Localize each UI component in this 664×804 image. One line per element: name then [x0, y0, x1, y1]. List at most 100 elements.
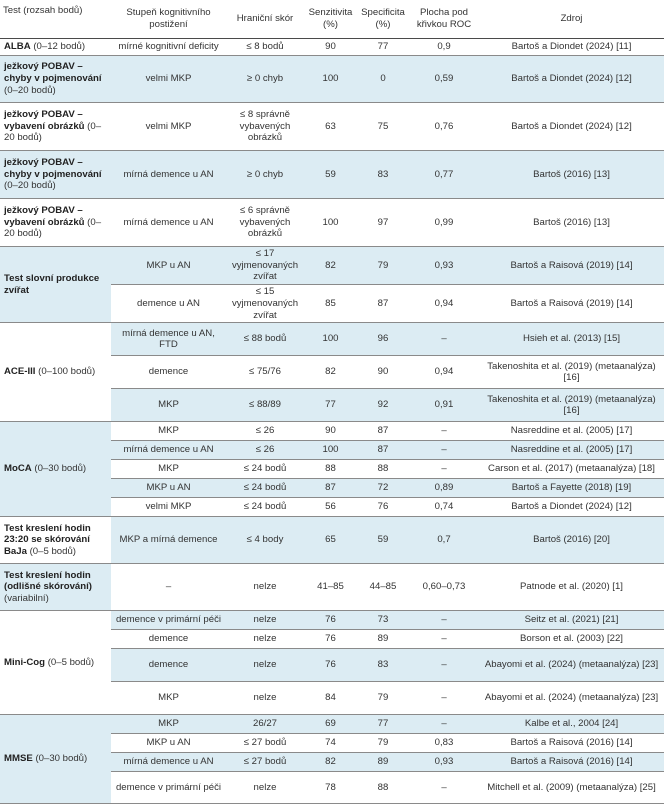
table-row: demence nelze 76 83 – Abayomi et al. (20… — [0, 648, 664, 683]
source-cell: Bartoš a Raisová (2019) [14] — [479, 284, 664, 324]
auc-cell: 0,60–0,73 — [409, 563, 479, 612]
degree-cell: demence u AN — [111, 284, 226, 324]
source-cell: Carson et al. (2017) (metaanalýza) [18] — [479, 459, 664, 480]
specificity-cell: 87 — [357, 440, 409, 461]
header-degree: Stupeň kognitivního postižení — [111, 0, 226, 39]
sensitivity-cell: 56 — [304, 497, 357, 518]
auc-cell: 0,93 — [409, 752, 479, 773]
sensitivity-cell: 74 — [304, 733, 357, 754]
degree-cell: MKP a mírná demence — [111, 516, 226, 565]
table-row: MMSE (0–30 bodů) MKP 26/27 69 77 – Kalbe… — [0, 714, 664, 804]
auc-cell: 0,7 — [409, 516, 479, 565]
header-test: Test (rozsah bodů) — [0, 0, 111, 39]
auc-cell: – — [409, 771, 479, 804]
specificity-cell: 0 — [357, 55, 409, 103]
cutoff-cell: ≥ 0 chyb — [226, 150, 304, 199]
auc-cell: 0,9 — [409, 38, 479, 56]
sensitivity-cell: 41–85 — [304, 563, 357, 612]
auc-cell: – — [409, 629, 479, 650]
source-cell: Bartoš (2016) [20] — [479, 516, 664, 565]
degree-cell: MKP u AN — [111, 246, 226, 286]
source-cell: Borson et al. (2003) [22] — [479, 629, 664, 650]
table-row: mírná demence u AN ≤ 26 100 87 – Nasredd… — [0, 440, 664, 461]
table-row: Test slovní produkce zvířat MKP u AN ≤ 1… — [0, 246, 664, 324]
source-cell: Kalbe et al., 2004 [24] — [479, 714, 664, 735]
specificity-cell: 72 — [357, 478, 409, 499]
degree-cell: mírná demence u AN — [111, 440, 226, 461]
table-row: ACE-III (0–100 bodů) mírná demence u AN,… — [0, 322, 664, 423]
source-cell: Nasreddine et al. (2005) [17] — [479, 421, 664, 442]
degree-cell: velmi MKP — [111, 102, 226, 151]
test-name-cell: MMSE (0–30 bodů) — [0, 714, 111, 804]
specificity-cell: 59 — [357, 516, 409, 565]
specificity-cell: 96 — [357, 322, 409, 357]
source-cell: Abayomi et al. (2024) (metaanalýza) [23] — [479, 648, 664, 683]
auc-cell: 0,89 — [409, 478, 479, 499]
sensitivity-cell: 84 — [304, 681, 357, 716]
auc-cell: – — [409, 648, 479, 683]
test-name-cell: ALBA (0–12 bodů) — [0, 38, 111, 56]
degree-cell: – — [111, 563, 226, 612]
degree-cell: MKP — [111, 681, 226, 716]
degree-cell: MKP — [111, 388, 226, 423]
specificity-cell: 75 — [357, 102, 409, 151]
cutoff-cell: ≤ 88/89 — [226, 388, 304, 423]
source-cell: Bartoš a Fayette (2018) [19] — [479, 478, 664, 499]
sensitivity-cell: 85 — [304, 284, 357, 324]
table-row: demence ≤ 75/76 82 90 0,94 Takenoshita e… — [0, 355, 664, 390]
auc-cell: – — [409, 459, 479, 480]
test-name-cell: Test slovní produkce zvířat — [0, 246, 111, 324]
sensitivity-cell: 100 — [304, 322, 357, 357]
degree-cell: MKP u AN — [111, 733, 226, 754]
degree-cell: mírné kognitivní deficity — [111, 38, 226, 56]
specificity-cell: 83 — [357, 150, 409, 199]
cutoff-cell: ≤ 26 — [226, 440, 304, 461]
table-row: demence nelze 76 89 – Borson et al. (200… — [0, 629, 664, 650]
specificity-cell: 77 — [357, 38, 409, 56]
sensitivity-cell: 78 — [304, 771, 357, 804]
degree-cell: velmi MKP — [111, 55, 226, 103]
cutoff-cell: ≤ 27 bodů — [226, 733, 304, 754]
test-name-cell: ježkový POBAV – vybavení obrázků (0–20 b… — [0, 102, 111, 151]
degree-cell: mírná demence u AN — [111, 150, 226, 199]
specificity-cell: 73 — [357, 610, 409, 631]
cutoff-cell: ≤ 15 vyjmenovaných zvířat — [226, 284, 304, 324]
table-row: ALBA (0–12 bodů) mírné kognitivní defici… — [0, 38, 664, 56]
sensitivity-cell: 76 — [304, 629, 357, 650]
table-row: MKP nelze 84 79 – Abayomi et al. (2024) … — [0, 681, 664, 716]
specificity-cell: 88 — [357, 771, 409, 804]
degree-cell: mírná demence u AN — [111, 752, 226, 773]
source-cell: Takenoshita et al. (2019) (metaanalýza) … — [479, 355, 664, 390]
degree-cell: velmi MKP — [111, 497, 226, 518]
auc-cell: 0,94 — [409, 355, 479, 390]
source-cell: Nasreddine et al. (2005) [17] — [479, 440, 664, 461]
test-name-cell: Test kreslení hodin 23:20 se skórování B… — [0, 516, 111, 565]
sensitivity-cell: 100 — [304, 55, 357, 103]
cutoff-cell: ≤ 24 bodů — [226, 497, 304, 518]
degree-cell: demence — [111, 355, 226, 390]
auc-cell: – — [409, 440, 479, 461]
cutoff-cell: ≤ 6 správně vybavených obrázků — [226, 198, 304, 247]
auc-cell: 0,77 — [409, 150, 479, 199]
table-row: Test kreslení hodin 23:20 se skórování B… — [0, 516, 664, 565]
test-name-cell: Test kreslení hodin (odlišné skórování) … — [0, 563, 111, 612]
header-cutoff: Hraniční skór — [226, 0, 304, 39]
specificity-cell: 76 — [357, 497, 409, 518]
cutoff-cell: nelze — [226, 610, 304, 631]
header-sensitivity: Senzitivita (%) — [304, 0, 357, 39]
test-name-cell: Mini-Cog (0–5 bodů) — [0, 610, 111, 716]
specificity-cell: 89 — [357, 629, 409, 650]
sensitivity-cell: 90 — [304, 421, 357, 442]
sensitivity-cell: 87 — [304, 478, 357, 499]
table-row: ježkový POBAV – chyby v pojmenování (0–2… — [0, 150, 664, 199]
auc-cell: 0,76 — [409, 102, 479, 151]
specificity-cell: 90 — [357, 355, 409, 390]
table-row: MKP ≤ 88/89 77 92 0,91 Takenoshita et al… — [0, 388, 664, 423]
degree-cell: demence v primární péči — [111, 771, 226, 804]
auc-cell: 0,99 — [409, 198, 479, 247]
sensitivity-cell: 82 — [304, 355, 357, 390]
degree-cell: demence v primární péči — [111, 610, 226, 631]
auc-cell: – — [409, 610, 479, 631]
source-cell: Bartoš a Diondet (2024) [12] — [479, 102, 664, 151]
source-cell: Bartoš a Diondet (2024) [12] — [479, 497, 664, 518]
